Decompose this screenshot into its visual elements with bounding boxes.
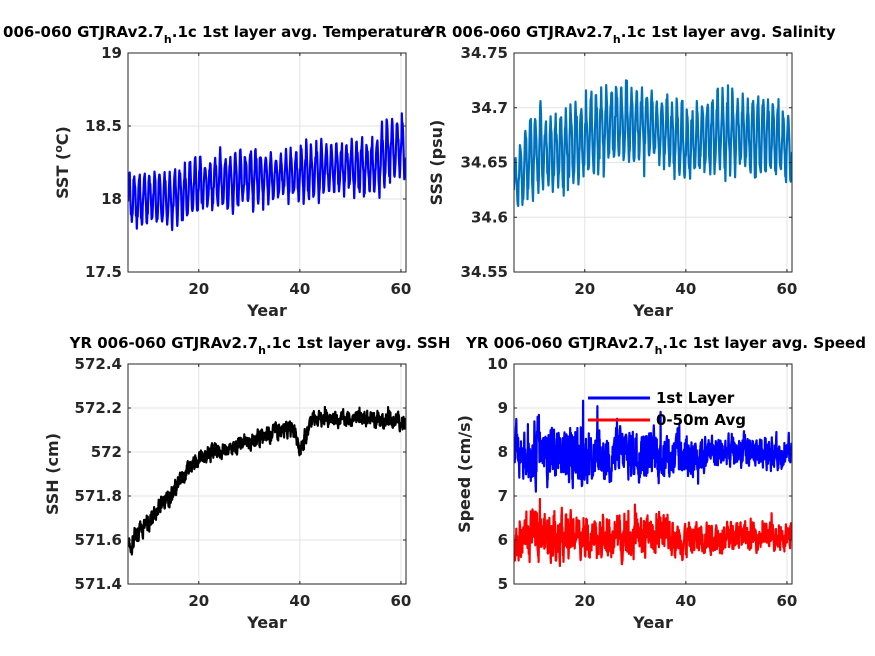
- y-tick-label: 18: [101, 190, 122, 208]
- x-tick-label: 60: [391, 592, 412, 610]
- y-tick-label: 17.5: [85, 263, 122, 281]
- y-tick-label: 572.2: [75, 399, 122, 417]
- series-line-2: [514, 497, 792, 568]
- y-tick-label: 18.5: [85, 117, 122, 135]
- x-tick-label: 60: [777, 280, 798, 298]
- chart-title: YR 006-060 GTJRAv2.7h.1c 1st layer avg. …: [465, 334, 866, 357]
- axes-box: [127, 52, 407, 273]
- series-line-1: [514, 79, 792, 208]
- legend-label: 0-50m Avg: [656, 411, 746, 429]
- axes-box: [513, 363, 793, 585]
- x-axis-label: Year: [246, 613, 287, 632]
- x-tick-label: 20: [188, 280, 209, 298]
- series-line-1: [128, 112, 406, 232]
- y-tick-label: 571.6: [75, 531, 122, 549]
- series-line-1: [514, 399, 792, 493]
- y-tick-label: 571.8: [75, 487, 122, 505]
- x-tick-label: 40: [675, 592, 696, 610]
- x-tick-label: 40: [675, 280, 696, 298]
- y-tick-label: 6: [498, 531, 508, 549]
- y-tick-label: 34.7: [471, 99, 508, 117]
- chart-panel-1: 20 40 60 17.5 18 18.5 19 Year SST (oC) YR 006-060…: [0, 23, 431, 320]
- y-tick-label: 19: [101, 44, 122, 62]
- x-axis-label: Year: [246, 301, 287, 320]
- x-tick-label: 60: [777, 592, 798, 610]
- x-tick-label: 20: [574, 592, 595, 610]
- y-tick-label: 572.4: [75, 355, 122, 373]
- y-tick-label: 9: [498, 399, 508, 417]
- y-axis-label: Speed (cm/s): [455, 415, 474, 533]
- axes-box: [127, 363, 407, 585]
- x-axis-label: Year: [632, 301, 673, 320]
- y-tick-label: 34.75: [461, 44, 508, 62]
- y-tick-label: 5: [498, 575, 508, 593]
- legend-label: 1st Layer: [656, 389, 735, 407]
- y-axis-label: SST (oC): [52, 126, 72, 199]
- x-tick-label: 60: [391, 280, 412, 298]
- chart-title: YR 006-060 GTJRAv2.7h.1c 1st layer avg. …: [69, 334, 451, 357]
- chart-panel-2: 20 40 60 34.55 34.6 34.65 34.7 34.75 Year SSS (ps…: [423, 23, 836, 320]
- y-tick-label: 7: [498, 487, 508, 505]
- y-tick-label: 34.65: [461, 154, 508, 172]
- y-axis-label: SSS (psu): [427, 120, 446, 206]
- y-tick-label: 571.4: [75, 575, 122, 593]
- y-axis-label: SSH (cm): [43, 433, 62, 515]
- x-tick-label: 20: [188, 592, 209, 610]
- y-tick-label: 572: [91, 443, 122, 461]
- y-tick-label: 34.6: [471, 208, 508, 226]
- x-tick-label: 40: [289, 280, 310, 298]
- chart-title: YR 006-060 GTJRAv2.7h.1c 1st layer avg. …: [0, 23, 431, 46]
- y-tick-label: 34.55: [461, 263, 508, 281]
- x-tick-label: 40: [289, 592, 310, 610]
- chart-panel-4: 20 40 60 5 6 7 8 9 10 Year Speed (cm/s) YR 006-060 …: [455, 334, 866, 632]
- chart-panel-3: 20 40 60 571.4 571.6 571.8 572 572.2 572.4 Year SS…: [43, 334, 450, 632]
- plot-area: [128, 364, 406, 584]
- x-tick-label: 20: [574, 280, 595, 298]
- x-axis-label: Year: [632, 613, 673, 632]
- series-line-1: [128, 405, 406, 556]
- y-tick-label: 8: [498, 443, 508, 461]
- chart-title: YR 006-060 GTJRAv2.7h.1c 1st layer avg. …: [423, 23, 836, 46]
- y-tick-label: 10: [487, 355, 508, 373]
